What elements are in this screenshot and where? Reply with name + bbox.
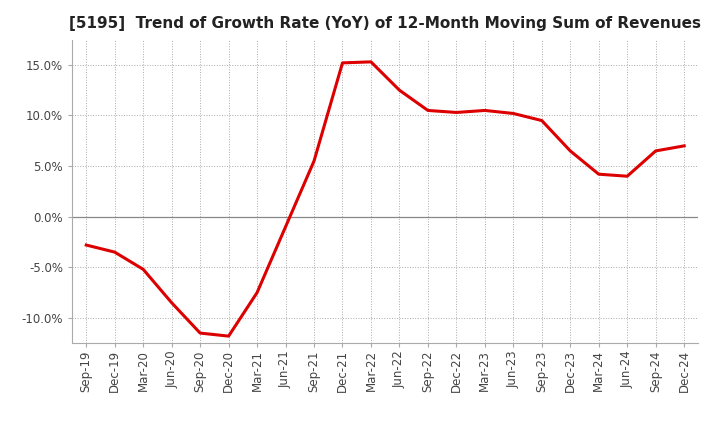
Title: [5195]  Trend of Growth Rate (YoY) of 12-Month Moving Sum of Revenues: [5195] Trend of Growth Rate (YoY) of 12-… bbox=[69, 16, 701, 32]
